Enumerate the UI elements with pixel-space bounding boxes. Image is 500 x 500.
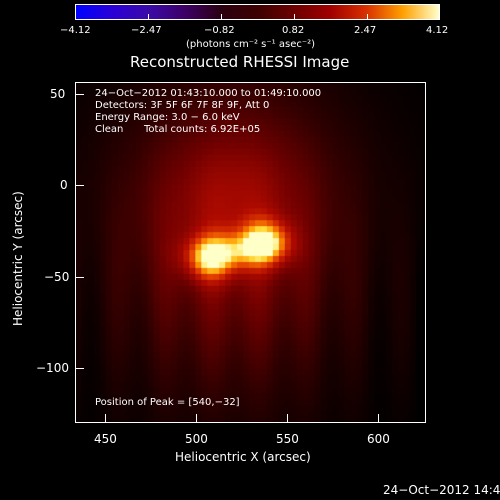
colorbar-tick-label: −2.47 xyxy=(131,25,162,36)
x-tick xyxy=(105,414,106,422)
x-tick-label: 450 xyxy=(94,432,117,446)
x-tick-label: 550 xyxy=(276,432,299,446)
info-peak-position: Position of Peak = [540,−32] xyxy=(95,397,240,408)
plot-title: Reconstructed RHESSI Image xyxy=(130,53,350,71)
colorbar-tick-label: −0.82 xyxy=(204,25,235,36)
info-energy-range: Energy Range: 3.0 − 6.0 keV xyxy=(95,112,240,123)
x-tick-label: 500 xyxy=(185,432,208,446)
image-plot-area xyxy=(75,82,426,423)
colorbar-tick xyxy=(294,14,295,20)
info-detectors: Detectors: 3F 5F 6F 7F 8F 9F, Att 0 xyxy=(95,100,270,111)
y-tick-label: −100 xyxy=(36,361,69,375)
colorbar-tick xyxy=(367,14,368,20)
info-time-range: 24−Oct−2012 01:43:10.000 to 01:49:10.000 xyxy=(95,88,322,99)
colorbar-tick-label: 4.12 xyxy=(426,25,449,36)
x-axis-label: Heliocentric X (arcsec) xyxy=(175,450,311,464)
colorbar-tick-label: 2.47 xyxy=(354,25,377,36)
heatmap-image xyxy=(76,83,425,422)
info-total-counts: Total counts: 6.92E+05 xyxy=(144,124,261,135)
colorbar-tick xyxy=(148,14,149,20)
y-tick xyxy=(76,94,84,95)
colorbar-tick-label: −4.12 xyxy=(60,25,91,36)
y-axis-label: Heliocentric Y (arcsec) xyxy=(11,191,25,326)
info-method: Clean xyxy=(95,124,124,135)
colorbar-tick-label: 0.82 xyxy=(282,25,305,36)
y-tick-label: 0 xyxy=(60,178,68,192)
footer-timestamp: 24−Oct−2012 14:42 xyxy=(383,483,500,497)
y-tick-label: 50 xyxy=(50,87,66,101)
colorbar-units: (photons cm⁻² s⁻¹ asec⁻²) xyxy=(186,39,316,50)
colorbar-tick xyxy=(439,14,440,20)
x-tick xyxy=(287,414,288,422)
y-tick xyxy=(76,277,84,278)
x-tick-label: 600 xyxy=(367,432,390,446)
x-tick xyxy=(378,414,379,422)
y-tick-label: −50 xyxy=(44,270,70,284)
y-tick xyxy=(76,368,84,369)
colorbar-tick xyxy=(75,14,76,20)
x-tick xyxy=(196,414,197,422)
y-tick xyxy=(76,185,84,186)
colorbar xyxy=(75,4,440,20)
colorbar-tick xyxy=(221,14,222,20)
